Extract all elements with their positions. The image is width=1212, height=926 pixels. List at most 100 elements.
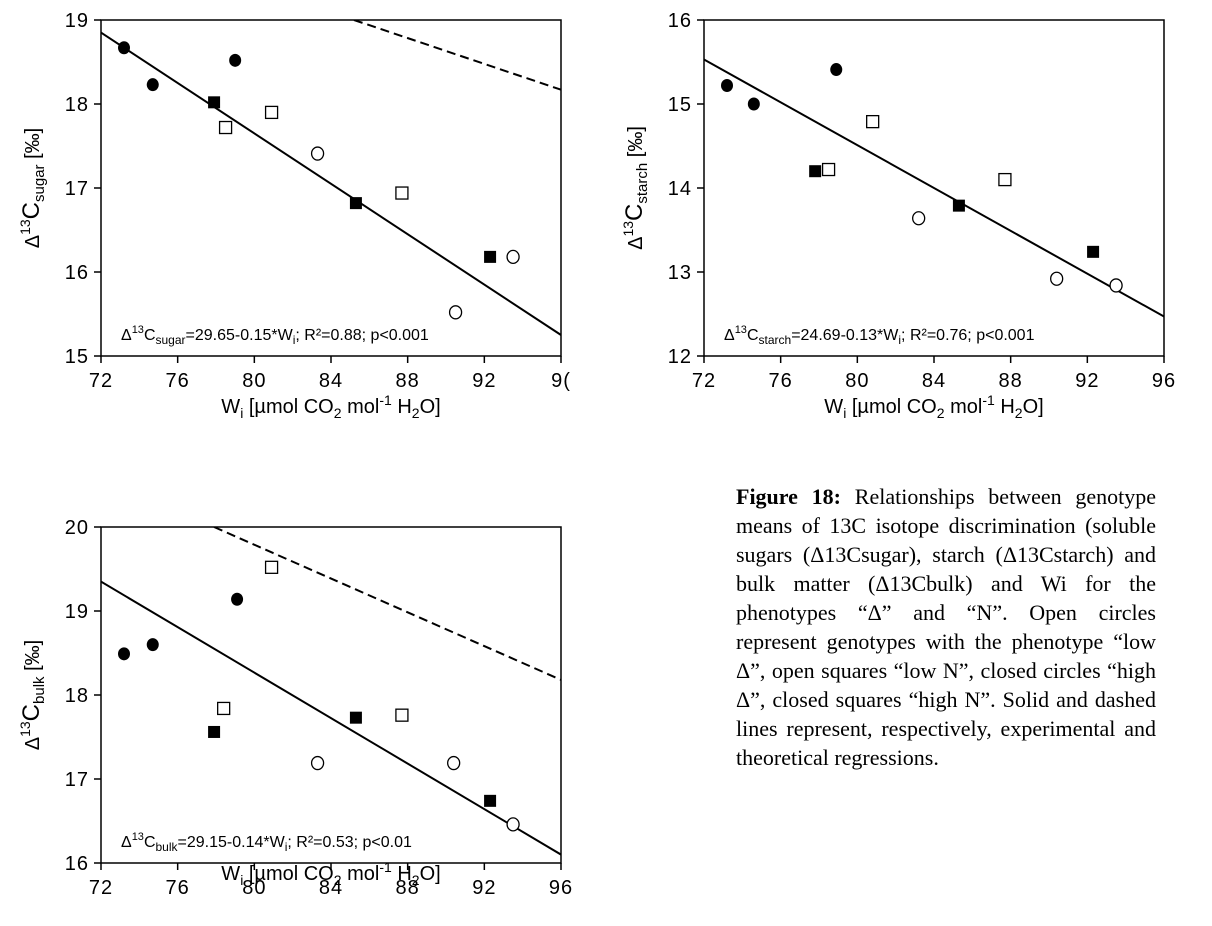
xlabel-h: H xyxy=(392,396,412,418)
y-tick-label: 18 xyxy=(65,94,89,116)
x-axis-label: Wi [µmol CO2 mol-1 H2O] xyxy=(221,859,440,888)
point-open-circle xyxy=(448,305,463,320)
eq-delta: Δ xyxy=(724,327,735,344)
eq-sub-i: i xyxy=(285,840,288,854)
point-open-circle xyxy=(1109,278,1123,293)
y-tick-label: 18 xyxy=(65,685,89,707)
x-tick-label: 88 xyxy=(396,370,420,392)
point-open-square xyxy=(395,708,409,722)
eq-c: C xyxy=(144,327,156,344)
plot-frame xyxy=(100,19,562,357)
x-axis-label: Wi [µmol CO2 mol-1 H2O] xyxy=(824,392,1043,421)
y-axis-label: Δ13Csugar [‰] xyxy=(17,128,48,248)
x-tick-label: 72 xyxy=(89,370,113,392)
point-closed-circle xyxy=(146,78,159,92)
ylabel-c: C xyxy=(621,204,648,221)
xlabel-sub-i: i xyxy=(240,405,243,421)
eq-sub-i: i xyxy=(293,333,296,347)
y-tick-label: 19 xyxy=(65,10,89,32)
point-open-square xyxy=(264,560,279,574)
xlabel-sup: -1 xyxy=(379,859,392,875)
y-tick-label: 13 xyxy=(668,262,692,284)
ylabel-sub: sugar xyxy=(31,164,48,202)
x-tick-label: 92 xyxy=(472,877,496,899)
theoretical-regression-line xyxy=(353,20,561,91)
point-open-square xyxy=(217,701,231,716)
x-axis-label: Wi [µmol CO2 mol-1 H2O] xyxy=(221,392,440,421)
ylabel-sub: bulk xyxy=(31,676,48,704)
figure-caption: Figure 18: Relationships between genotyp… xyxy=(736,482,1156,772)
y-tick-label: 17 xyxy=(65,178,89,200)
point-open-circle xyxy=(506,817,520,832)
x-tick-label: 92 xyxy=(1075,370,1099,392)
point-closed-square xyxy=(484,794,497,807)
ylabel-delta: Δ xyxy=(22,737,44,750)
point-closed-square xyxy=(208,96,221,109)
eq-sub: starch xyxy=(759,333,792,347)
y-tick-label: 15 xyxy=(65,346,89,368)
point-closed-square xyxy=(952,199,965,212)
y-tick-label: 19 xyxy=(65,601,89,623)
regression-equation: Δ13Cbulk=29.15-0.14*Wi; R²=0.53; p<0.01 xyxy=(121,831,412,854)
xlabel-w: W xyxy=(824,396,843,418)
xlabel-part: [µmol CO xyxy=(243,396,333,418)
eq-stats: ; R²=0.76; p<0.001 xyxy=(901,327,1035,344)
experimental-regression-line xyxy=(101,580,561,856)
point-open-square xyxy=(998,172,1012,187)
point-closed-circle xyxy=(229,53,242,67)
point-open-circle xyxy=(310,146,325,161)
ylabel-unit: [‰] xyxy=(22,128,44,165)
xlabel-sub-i: i xyxy=(843,405,846,421)
y-tick-label: 20 xyxy=(65,517,89,539)
y-tick-label: 12 xyxy=(668,346,692,368)
xlabel-sup: -1 xyxy=(379,392,392,408)
regression-equation: Δ13Csugar=29.65-0.15*Wi; R²=0.88; p<0.00… xyxy=(121,324,429,347)
xlabel-end: O] xyxy=(420,396,441,418)
point-closed-square xyxy=(208,725,221,738)
x-tick-label: 84 xyxy=(922,370,946,392)
xlabel-h: H xyxy=(392,863,412,885)
ylabel-c: C xyxy=(18,704,45,721)
x-tick-label: 80 xyxy=(242,877,266,899)
eq-c: C xyxy=(747,327,759,344)
regression-lines xyxy=(704,58,1164,318)
y-tick-label: 15 xyxy=(668,94,692,116)
xlabel-sub-h2: 2 xyxy=(412,405,420,421)
caption-label: Figure 18: xyxy=(736,484,842,509)
xlabel-sub-2: 2 xyxy=(334,405,342,421)
xlabel-w: W xyxy=(221,396,240,418)
point-closed-circle xyxy=(747,97,760,111)
x-tick-label: 72 xyxy=(89,877,113,899)
point-closed-circle xyxy=(118,647,130,661)
point-open-circle xyxy=(310,755,325,771)
x-tick-label: 88 xyxy=(396,877,420,899)
point-closed-circle xyxy=(118,41,130,55)
y-tick-label: 16 xyxy=(65,262,89,284)
point-closed-circle xyxy=(146,638,159,652)
xlabel-part: [µmol CO xyxy=(846,396,936,418)
eq-sub: sugar xyxy=(156,333,186,347)
eq-delta: Δ xyxy=(121,834,132,851)
y-tick-label: 17 xyxy=(65,769,89,791)
xlabel-mol: mol xyxy=(945,396,983,418)
eq-c: C xyxy=(144,834,156,851)
xlabel-sub-2: 2 xyxy=(937,405,945,421)
x-tick-label: 80 xyxy=(242,370,266,392)
ylabel-c: C xyxy=(18,202,45,219)
y-tick-label: 16 xyxy=(668,10,692,32)
regression-equation: Δ13Cstarch=24.69-0.13*Wi; R²=0.76; p<0.0… xyxy=(724,324,1035,347)
xlabel-w: W xyxy=(221,863,240,885)
ylabel-unit: [‰] xyxy=(625,126,647,163)
experimental-regression-line xyxy=(101,31,561,336)
point-closed-square xyxy=(349,711,362,724)
x-tick-label: 80 xyxy=(845,370,869,392)
point-open-square xyxy=(866,114,880,129)
regression-lines xyxy=(101,527,561,856)
theoretical-regression-line xyxy=(213,527,561,681)
xlabel-sub-i: i xyxy=(240,872,243,888)
point-closed-circle xyxy=(721,79,733,93)
y-axis-label: Δ13Cbulk [‰] xyxy=(17,640,48,750)
